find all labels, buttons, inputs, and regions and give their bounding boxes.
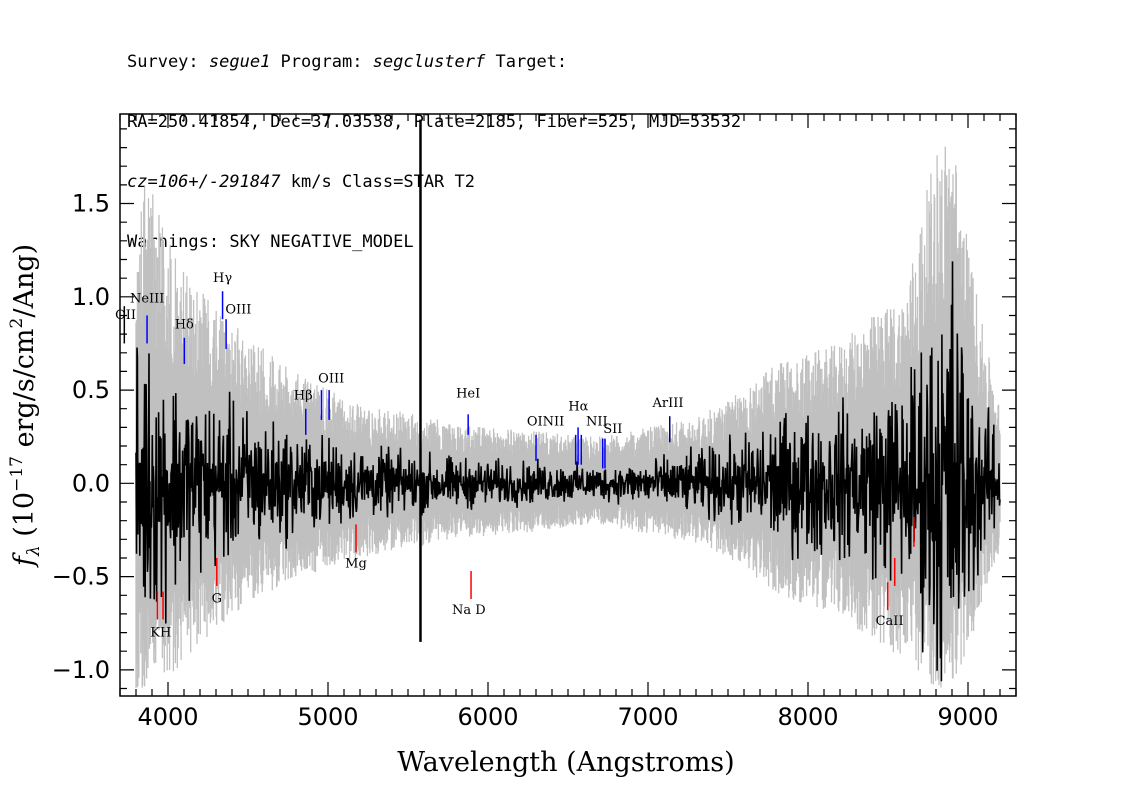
y-tick-label: 0.0 — [72, 469, 110, 497]
y-axis-units-rest: erg/s/cm — [9, 328, 40, 456]
spectral-line-markers — [123, 291, 915, 620]
y-axis-exponent: −17 — [7, 456, 27, 492]
line-label: ArIII — [651, 396, 683, 411]
axis-ticks — [119, 114, 1017, 696]
program-prefix: Program: — [270, 52, 373, 72]
line-label: Hβ — [294, 388, 313, 403]
cz-value: cz=106+/-291847 — [127, 172, 281, 192]
y-axis-squared: 2 — [7, 318, 27, 329]
line-label: Na D — [452, 603, 486, 618]
y-axis-subscript: λ — [24, 545, 44, 557]
y-tick-label: 0.5 — [72, 376, 110, 404]
y-tick-labels: −1.0 −0.5 0.0 0.5 1.0 1.5 — [52, 190, 110, 684]
survey-value: segue1 — [208, 52, 271, 72]
flux-path — [135, 261, 1001, 682]
line-label: OINII — [527, 415, 564, 430]
y-tick-label: −0.5 — [52, 563, 110, 591]
survey-prefix: Survey: — [127, 52, 209, 72]
x-axis-title: Wavelength (Angstroms) — [397, 747, 734, 778]
line-label: SII — [603, 422, 622, 437]
line-label: Mg — [345, 556, 367, 571]
y-tick-label: 1.5 — [72, 190, 110, 218]
line-label: Hδ — [175, 318, 194, 333]
line-label: NeIII — [130, 291, 164, 306]
y-axis-units-open: (10 — [9, 492, 40, 545]
x-tick-label: 8000 — [777, 703, 838, 731]
spectral-line-labels: OIINeIIIHδHγOIIIHβOIIIHeIOINIIHαNIISIIAr… — [115, 271, 903, 640]
y-tick-label: 1.0 — [72, 283, 110, 311]
x-tick-label: 5000 — [297, 703, 358, 731]
x-tick-labels: 4000 5000 6000 7000 8000 9000 — [137, 703, 998, 731]
flux-series — [135, 119, 1001, 682]
class-value: km/s Class=STAR T2 — [280, 172, 475, 192]
x-tick-label: 4000 — [137, 703, 198, 731]
line-label: Hγ — [213, 271, 232, 286]
y-axis-symbol: f — [9, 552, 40, 568]
line-label: NII — [586, 415, 608, 430]
target-prefix: Target: — [485, 52, 568, 72]
line-label: KH — [150, 625, 171, 640]
header-line-coordinates: RA=250.41854, Dec=37.03538, Plate=2185, … — [127, 112, 742, 132]
y-axis-units-end: /Ang) — [9, 244, 40, 318]
line-label: OIII — [225, 303, 251, 318]
line-label: G — [212, 592, 222, 607]
line-label: Hα — [568, 400, 588, 415]
program-value: segclusterf — [372, 52, 486, 72]
header-line-survey: Survey: segue1 Program: segclusterf Targ… — [127, 52, 741, 72]
error-envelope — [135, 146, 1001, 688]
line-label: OIII — [318, 372, 344, 387]
x-tick-label: 9000 — [937, 703, 998, 731]
y-axis-title: fλ (10−17 erg/s/cm2/Ang) — [7, 244, 44, 568]
x-tick-label: 7000 — [617, 703, 678, 731]
y-tick-label: −1.0 — [52, 656, 110, 684]
line-label: HeI — [456, 387, 480, 402]
tick-marks — [119, 114, 1017, 696]
line-label: CaII — [876, 614, 904, 629]
error-envelope-path — [135, 146, 1001, 688]
header-line-redshift: cz=106+/-291847 km/s Class=STAR T2 — [127, 172, 741, 192]
x-tick-label: 6000 — [457, 703, 518, 731]
